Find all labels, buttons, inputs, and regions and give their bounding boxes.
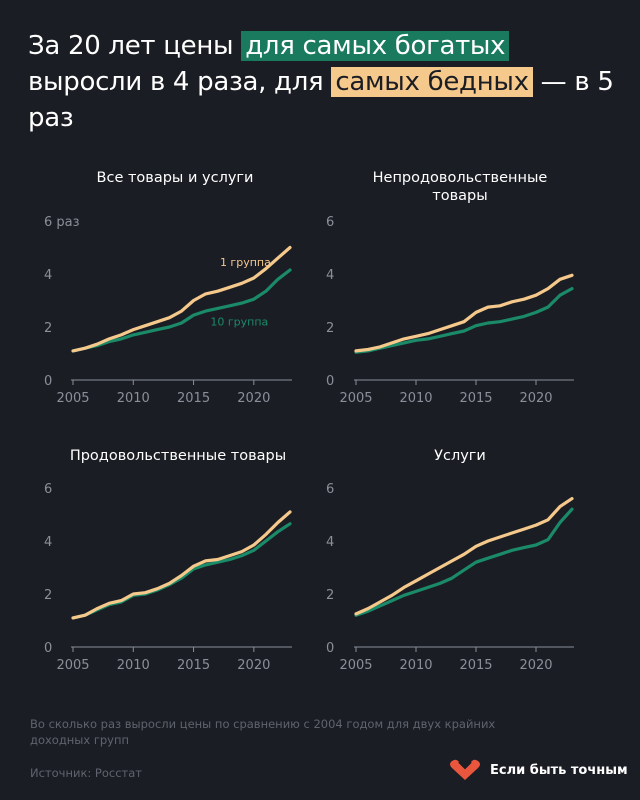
y-tick-label: 4 bbox=[326, 535, 334, 550]
brand: Если быть точным bbox=[448, 758, 628, 782]
x-tick-label: 2005 bbox=[56, 391, 89, 406]
chart-title-line: Непродовольственные bbox=[373, 170, 548, 186]
x-tick-label: 2020 bbox=[519, 658, 552, 673]
y-tick-label: 0 bbox=[44, 641, 52, 656]
y-tick-label: 4 bbox=[44, 535, 52, 550]
heart-icon bbox=[450, 759, 480, 780]
series-line-group10 bbox=[71, 268, 292, 353]
chart-title: Непродовольственные товары bbox=[373, 170, 548, 204]
source: Источник: Росстат bbox=[30, 766, 142, 780]
x-tick-label: 2005 bbox=[56, 658, 89, 673]
y-tick-label: 0 bbox=[326, 641, 334, 656]
x-tick-label: 2015 bbox=[177, 658, 210, 673]
y-tick-label: 6 bbox=[326, 215, 334, 230]
x-tick-label: 2010 bbox=[117, 658, 150, 673]
chart-panel-3: Услуги 0 2 4 6 2005 2010 2015 2020 bbox=[326, 448, 574, 673]
series-label-group1: 1 группа bbox=[220, 256, 271, 269]
footnote: Во сколько раз выросли цены по сравнению… bbox=[30, 717, 496, 747]
y-tick-label: 2 bbox=[44, 588, 52, 603]
x-tick-label: 2020 bbox=[519, 391, 552, 406]
series-label-group10: 10 группа bbox=[210, 316, 268, 329]
x-tick-label: 2015 bbox=[177, 391, 210, 406]
x-tick-label: 2015 bbox=[459, 391, 492, 406]
brand-name: Если быть точным bbox=[490, 762, 628, 778]
series-line-group1 bbox=[354, 273, 574, 353]
chart-panel-0: Все товары и услуги 0 2 4 6 раз 2005 2010 2015 2… bbox=[44, 170, 292, 406]
series-line-group1 bbox=[71, 510, 292, 620]
headline-part3: — в 5 раз bbox=[28, 67, 614, 133]
series-line-group10 bbox=[354, 507, 574, 617]
y-tick-label: 6 bbox=[326, 482, 334, 497]
charts-grid: Все товары и услуги 0 2 4 6 раз 2005 2010 2015 2… bbox=[44, 170, 574, 673]
x-tick-label: 2010 bbox=[117, 391, 150, 406]
headline-part2: выросли в 4 раза, для bbox=[28, 67, 332, 97]
highlight-rich: для самых богатых bbox=[241, 31, 510, 61]
x-tick-label: 2010 bbox=[399, 391, 432, 406]
chart-title: Все товары и услуги bbox=[97, 170, 254, 186]
x-tick-label: 2010 bbox=[399, 658, 432, 673]
y-tick-label: 2 bbox=[326, 321, 334, 336]
chart-title: Услуги bbox=[434, 448, 486, 464]
x-tick-label: 2015 bbox=[459, 658, 492, 673]
x-tick-label: 2005 bbox=[339, 391, 372, 406]
x-tick-label: 2005 bbox=[339, 658, 372, 673]
chart-title: Продовольственные товары bbox=[70, 448, 286, 464]
x-tick-label: 2020 bbox=[237, 658, 270, 673]
y-tick-label: 2 bbox=[326, 588, 334, 603]
chart-panel-1: Непродовольственные товары 0 2 4 6 2005 2010 201… bbox=[326, 170, 574, 406]
highlight-poor: самых бедных bbox=[331, 67, 533, 97]
x-tick-label: 2020 bbox=[237, 391, 270, 406]
series-line-group1 bbox=[71, 245, 292, 353]
y-tick-label: 6 bbox=[44, 482, 52, 497]
y-tick-label: 6 раз bbox=[44, 215, 80, 230]
headline: За 20 лет цены для самых богатых выросли… bbox=[28, 28, 618, 136]
headline-part1: За 20 лет цены bbox=[28, 31, 242, 61]
y-tick-label: 4 bbox=[326, 268, 334, 283]
series-line-group10 bbox=[354, 287, 574, 354]
y-tick-label: 4 bbox=[44, 268, 52, 283]
chart-panel-2: Продовольственные товары 0 2 4 6 2005 2010 2015… bbox=[44, 448, 292, 673]
y-tick-label: 2 bbox=[44, 321, 52, 336]
y-tick-label: 0 bbox=[44, 374, 52, 389]
chart-title-line: товары bbox=[432, 188, 487, 204]
y-tick-label: 0 bbox=[326, 374, 334, 389]
series-line-group1 bbox=[354, 497, 574, 616]
